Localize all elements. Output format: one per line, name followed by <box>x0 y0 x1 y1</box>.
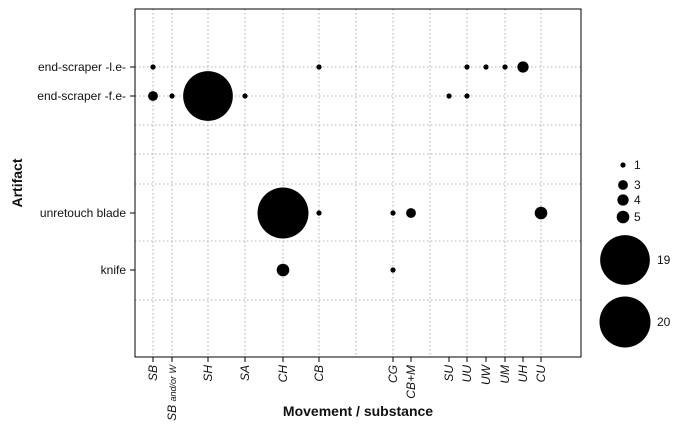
x-tick-label: UW <box>479 363 493 385</box>
bubble-point <box>242 93 248 99</box>
x-tick-label: SB <box>146 365 160 381</box>
x-tick-label: SH <box>201 365 215 382</box>
bubble-point <box>390 267 396 273</box>
legend-bubble <box>617 194 629 206</box>
x-tick-label: UU <box>460 365 474 383</box>
bubble-point <box>483 64 489 70</box>
x-axis-title: Movement / substance <box>283 403 433 419</box>
y-tick-labels: end-scraper -l.e-end-scraper -f.e-unreto… <box>37 60 126 277</box>
bubble-point <box>534 206 548 220</box>
y-tick-label: end-scraper -f.e- <box>37 89 126 103</box>
bubble-point <box>150 64 156 70</box>
legend-label: 4 <box>634 193 641 207</box>
bubble-point <box>276 263 290 277</box>
bubble-point <box>316 64 322 70</box>
x-tick-label: CG <box>386 365 400 383</box>
x-tick-label: UH <box>516 365 530 383</box>
bubble-point <box>183 71 233 121</box>
legend-bubble <box>600 235 650 285</box>
bubble-point <box>446 93 452 99</box>
grid-lines <box>130 9 581 362</box>
bubble-point <box>316 210 322 216</box>
y-tick-label: unretouch blade <box>40 206 126 220</box>
bubble-point <box>390 210 396 216</box>
bubble-point <box>148 91 158 101</box>
legend-bubble <box>599 296 651 348</box>
legend-bubble <box>616 210 630 224</box>
bubble-point <box>464 93 470 99</box>
bubble-point <box>169 93 175 99</box>
legend-label: 1 <box>634 158 641 172</box>
x-tick-label: SU <box>442 365 456 382</box>
x-tick-label: UM <box>498 365 512 384</box>
x-tick-label: CB+M <box>404 365 418 399</box>
x-tick-label: CB <box>312 365 326 382</box>
plot-area-frame <box>134 8 582 358</box>
y-tick-label: end-scraper -l.e- <box>38 60 126 74</box>
bubble-point <box>406 208 416 218</box>
x-tick-labels: SB SB and/or W SH SA CH CB CG CB+M SU UU UW UM UH CU <box>146 363 548 421</box>
bubble-point <box>502 64 508 70</box>
legend-label: 5 <box>634 210 641 224</box>
bubble-point <box>464 64 470 70</box>
legend-bubble <box>618 180 628 190</box>
size-legend: 1 34 5 19 20 <box>599 158 671 348</box>
x-tick-label: SA <box>238 365 252 381</box>
legend-bubble <box>620 162 626 168</box>
bubble-point <box>517 61 529 73</box>
legend-label: 19 <box>657 253 671 267</box>
x-tick-label: SB and/or W <box>165 363 179 420</box>
legend-label: 20 <box>657 315 671 329</box>
x-tick-label: CH <box>276 365 290 383</box>
x-tick-label: CU <box>534 365 548 383</box>
legend-label: 3 <box>634 178 641 192</box>
y-axis-title: Artifact <box>9 158 25 207</box>
bubble-layer <box>148 61 548 277</box>
bubble-point <box>257 187 309 239</box>
y-tick-label: knife <box>101 263 127 277</box>
